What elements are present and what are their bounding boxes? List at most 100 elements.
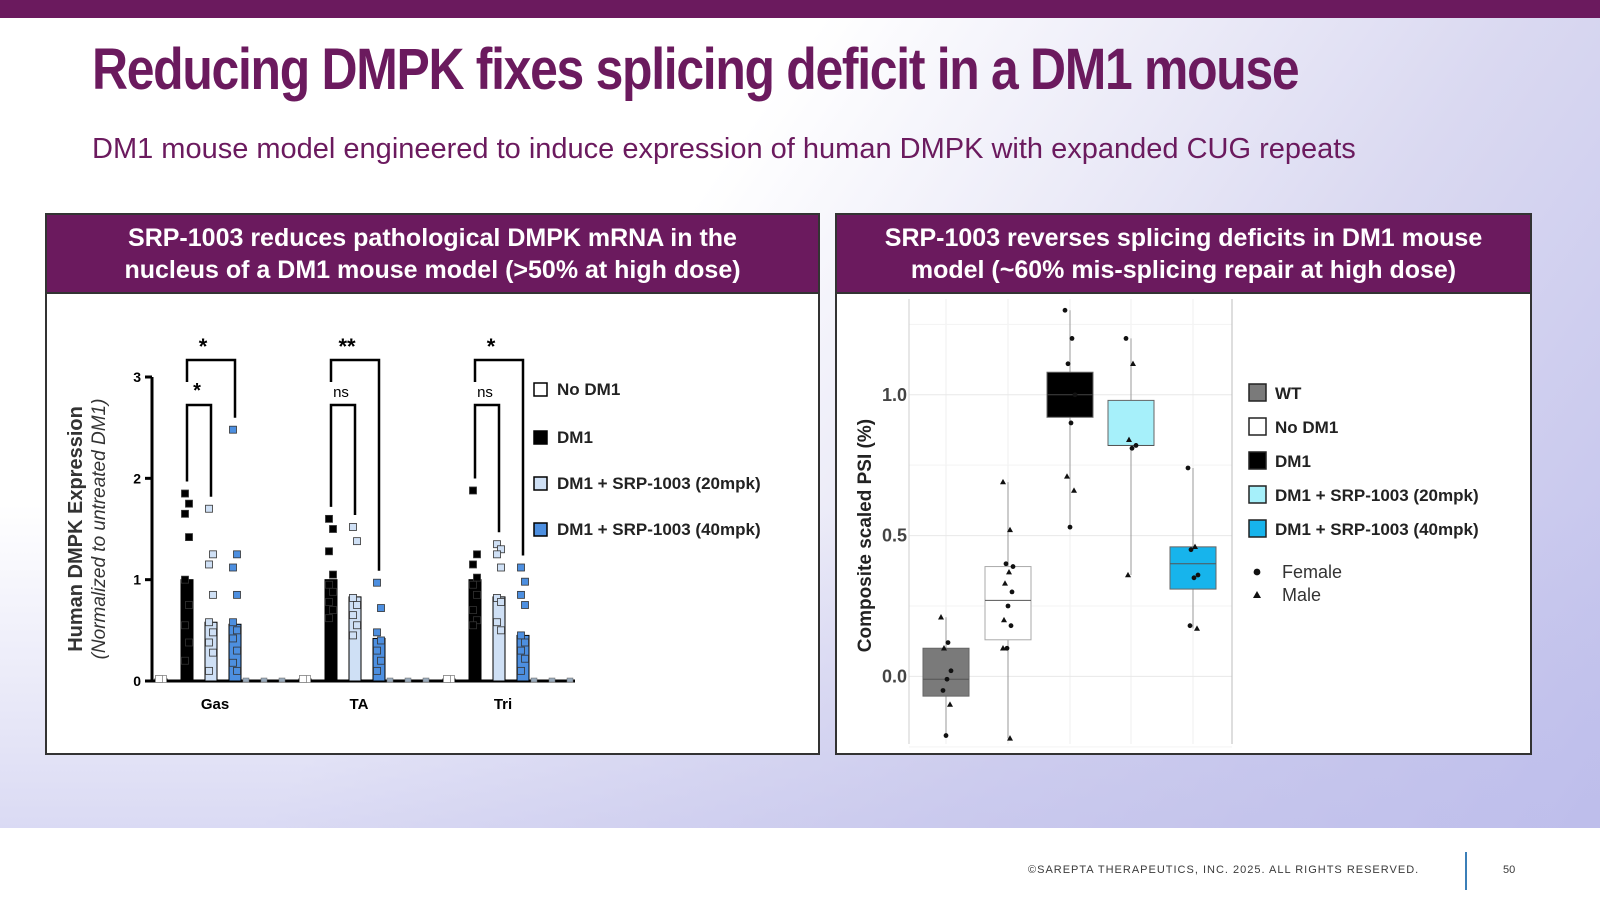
footer-band <box>0 828 1600 900</box>
data-point <box>329 570 337 579</box>
point-female <box>948 668 954 674</box>
significance-label: * <box>193 380 201 402</box>
data-point <box>209 628 217 637</box>
data-point <box>329 525 337 533</box>
data-point <box>181 509 189 518</box>
box-wt <box>922 647 970 697</box>
data-point <box>353 537 361 546</box>
point-female <box>940 688 946 693</box>
legend-swatch <box>1248 417 1267 436</box>
legend-label: Female <box>1282 562 1342 582</box>
legend-swatch <box>1248 451 1267 470</box>
point-male <box>1194 625 1200 631</box>
data-point <box>205 504 213 513</box>
data-point <box>373 578 381 587</box>
legend-label: Male <box>1282 585 1321 605</box>
panel-header-line: nucleus of a DM1 mouse model (>50% at hi… <box>124 255 741 284</box>
zero-marker <box>386 677 394 683</box>
y-axis-title: Human DMPK Expression <box>65 406 87 652</box>
data-point <box>233 550 241 559</box>
data-point <box>233 626 241 635</box>
point-female <box>945 640 951 646</box>
point-female <box>944 676 950 682</box>
data-point <box>185 638 193 647</box>
point-male <box>1007 526 1013 533</box>
point-female <box>1188 547 1194 553</box>
data-point <box>181 621 189 630</box>
data-point <box>497 545 505 554</box>
data-point <box>493 594 501 602</box>
splicing-panel: SRP-1003 reverses splicing deficits in D… <box>835 213 1532 755</box>
data-point <box>443 675 451 683</box>
data-point <box>493 550 501 559</box>
point-male <box>1125 571 1131 578</box>
bar-dm1-srp-1003-20mpk- <box>492 596 506 682</box>
point-female <box>1005 603 1011 609</box>
slide-title: Reducing DMPK fixes splicing deficit in … <box>92 37 1300 102</box>
box-no-dm1 <box>984 566 1032 641</box>
point-female <box>1067 524 1073 530</box>
point-male <box>1130 360 1136 366</box>
legend-swatch <box>533 522 548 537</box>
y-axis-title: Composite scaled PSI (%) <box>855 419 876 652</box>
data-point <box>517 631 525 640</box>
data-point <box>209 590 217 599</box>
data-point <box>233 646 241 655</box>
data-point <box>377 636 385 645</box>
zero-marker <box>530 677 538 683</box>
significance-label: * <box>487 334 496 359</box>
data-point <box>205 638 213 647</box>
zero-marker <box>422 677 430 683</box>
point-male <box>1001 616 1007 623</box>
point-male <box>1000 478 1006 485</box>
data-point <box>497 563 505 572</box>
data-point <box>473 550 481 559</box>
data-point <box>181 489 189 498</box>
data-point <box>373 628 381 637</box>
zero-marker <box>260 677 268 683</box>
point-female <box>1010 564 1016 569</box>
panel-header-line: SRP-1003 reduces pathological DMPK mRNA … <box>128 223 737 252</box>
data-point <box>233 590 241 599</box>
data-point <box>353 621 361 630</box>
legend-swatch <box>533 430 548 445</box>
legend-female-marker <box>1253 568 1261 576</box>
y-tick-label: 1.0 <box>882 385 907 405</box>
data-point <box>517 646 525 655</box>
data-point <box>229 563 237 572</box>
point-female <box>1195 572 1201 578</box>
y-tick-label: 2 <box>133 470 141 486</box>
data-point <box>469 486 477 495</box>
data-point <box>493 540 501 549</box>
dmpk-expression-panel-header: SRP-1003 reduces pathological DMPK mRNA … <box>47 215 818 294</box>
point-female <box>1068 420 1074 426</box>
data-point <box>493 618 501 627</box>
data-point <box>349 594 357 602</box>
data-point <box>181 575 189 584</box>
data-point <box>469 580 477 589</box>
data-point <box>517 563 525 572</box>
data-point <box>185 533 193 542</box>
data-point <box>185 499 193 508</box>
data-point <box>229 658 237 667</box>
legend-label: WT <box>1275 384 1302 403</box>
legend-male-marker <box>1253 591 1261 598</box>
significance-bracket <box>185 403 213 497</box>
data-point <box>349 631 357 640</box>
legend-label: No DM1 <box>557 380 620 399</box>
data-point <box>349 523 357 531</box>
page-number: 50 <box>1503 864 1516 876</box>
legend-label: DM1 + SRP-1003 (40mpk) <box>557 520 761 539</box>
point-male <box>1006 568 1012 575</box>
data-point <box>353 601 361 609</box>
y-tick-label: 0 <box>133 673 141 689</box>
data-point <box>473 590 481 599</box>
point-female <box>1185 465 1191 471</box>
point-female <box>1062 307 1068 313</box>
legend-label: DM1 <box>1275 452 1311 471</box>
footer-divider <box>1465 852 1467 890</box>
legend-label: No DM1 <box>1275 418 1338 437</box>
data-point <box>521 577 529 586</box>
y-tick-label: 0.0 <box>882 666 907 686</box>
data-point <box>229 634 237 643</box>
